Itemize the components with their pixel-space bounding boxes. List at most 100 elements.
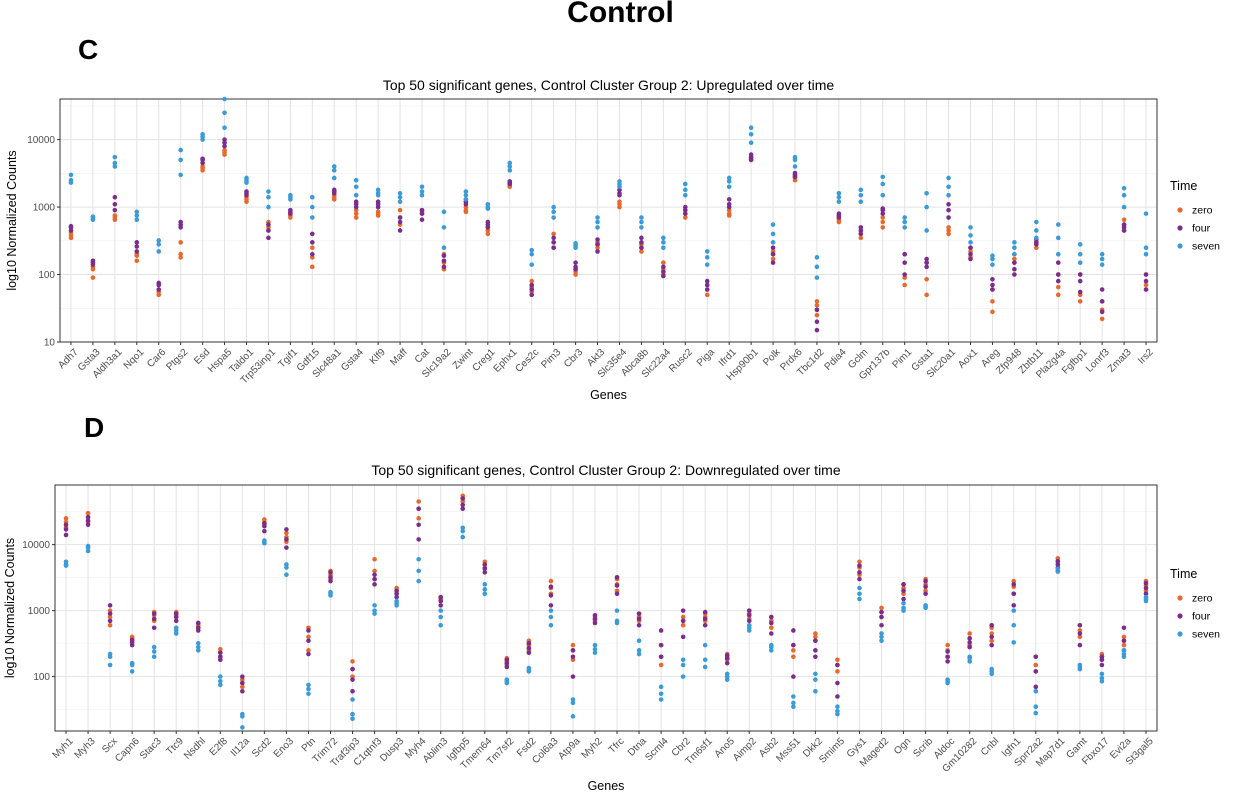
point-four	[814, 327, 820, 333]
point-seven	[507, 160, 513, 166]
point-seven	[726, 175, 732, 181]
point-zero	[1077, 299, 1083, 304]
legend-key-seven	[1177, 631, 1183, 637]
point-zero	[1077, 634, 1083, 640]
point-four	[156, 287, 162, 292]
point-four	[1055, 260, 1061, 265]
point-seven	[551, 204, 556, 210]
point-seven	[350, 711, 355, 717]
point-seven	[156, 249, 162, 254]
point-seven	[968, 240, 973, 245]
point-seven	[244, 175, 249, 181]
point-four	[441, 253, 447, 259]
point-four	[350, 688, 355, 694]
point-seven	[946, 175, 951, 181]
point-four	[617, 191, 622, 196]
point-four	[924, 256, 929, 262]
point-four	[923, 578, 928, 584]
point-seven	[1121, 192, 1127, 198]
point-four	[195, 620, 201, 626]
point-four	[791, 674, 796, 679]
point-four	[262, 521, 267, 526]
point-four	[857, 563, 862, 568]
point-four	[658, 654, 664, 660]
point-seven	[1099, 262, 1105, 267]
point-seven	[1055, 251, 1061, 257]
point-seven	[353, 184, 359, 190]
point-four	[661, 273, 666, 279]
point-seven	[1077, 662, 1083, 668]
point-seven	[507, 168, 513, 173]
point-four	[769, 614, 774, 620]
x-tick-label: Myh2	[580, 736, 605, 761]
point-seven	[702, 657, 708, 663]
point-seven	[902, 215, 907, 220]
point-seven	[836, 199, 842, 205]
point-four	[112, 194, 118, 200]
point-seven	[112, 160, 118, 166]
point-four	[967, 640, 972, 645]
point-seven	[835, 704, 840, 710]
point-seven	[1099, 671, 1105, 677]
point-zero	[880, 215, 886, 220]
point-seven	[595, 215, 600, 220]
point-four	[134, 240, 140, 245]
point-four	[945, 649, 950, 654]
x-tick-label: Eno3	[272, 736, 297, 761]
legend-label-four: four	[1192, 223, 1211, 235]
point-four	[858, 225, 864, 230]
point-four	[857, 570, 862, 575]
point-four	[791, 642, 796, 648]
point-zero	[595, 245, 600, 250]
x-tick-label: Pigа	[695, 347, 717, 369]
point-four	[1143, 580, 1149, 586]
point-seven	[151, 649, 157, 654]
point-four	[419, 207, 425, 213]
point-seven	[331, 164, 337, 169]
point-four	[416, 537, 421, 542]
point-seven	[416, 568, 421, 574]
point-four	[173, 618, 179, 624]
point-seven	[748, 140, 754, 146]
point-seven	[1011, 640, 1017, 645]
point-seven	[107, 651, 113, 657]
point-zero	[416, 516, 421, 521]
point-four	[85, 514, 91, 520]
point-zero	[310, 264, 315, 270]
point-zero	[85, 510, 91, 516]
point-seven	[792, 164, 798, 169]
point-seven	[331, 175, 337, 181]
point-seven	[791, 700, 796, 706]
point-four	[770, 251, 776, 257]
point-seven	[529, 262, 535, 267]
point-four	[85, 522, 91, 528]
point-four	[310, 240, 315, 245]
point-four	[592, 612, 598, 618]
point-seven	[595, 225, 600, 230]
point-four	[814, 319, 820, 324]
point-four	[218, 650, 223, 656]
point-seven	[1011, 622, 1017, 628]
point-four	[284, 527, 289, 532]
point-seven	[328, 589, 333, 595]
point-four	[702, 616, 708, 622]
point-four	[658, 642, 664, 648]
point-seven	[485, 201, 491, 207]
point-seven	[463, 189, 469, 194]
x-tick-label: Scrib	[911, 736, 935, 760]
point-four	[173, 611, 179, 616]
point-four	[1099, 654, 1105, 660]
point-seven	[614, 618, 620, 624]
point-four	[1099, 287, 1105, 292]
point-four	[551, 235, 556, 241]
point-zero	[924, 292, 929, 298]
point-four	[902, 251, 907, 257]
point-four	[704, 282, 710, 288]
y-tick-label: 100	[33, 672, 50, 683]
point-seven	[989, 666, 994, 672]
legend-key-four	[1177, 225, 1183, 231]
x-tick-label: Gsta4	[339, 347, 366, 374]
point-four	[178, 219, 183, 225]
point-four	[726, 197, 732, 202]
point-seven	[284, 572, 289, 578]
